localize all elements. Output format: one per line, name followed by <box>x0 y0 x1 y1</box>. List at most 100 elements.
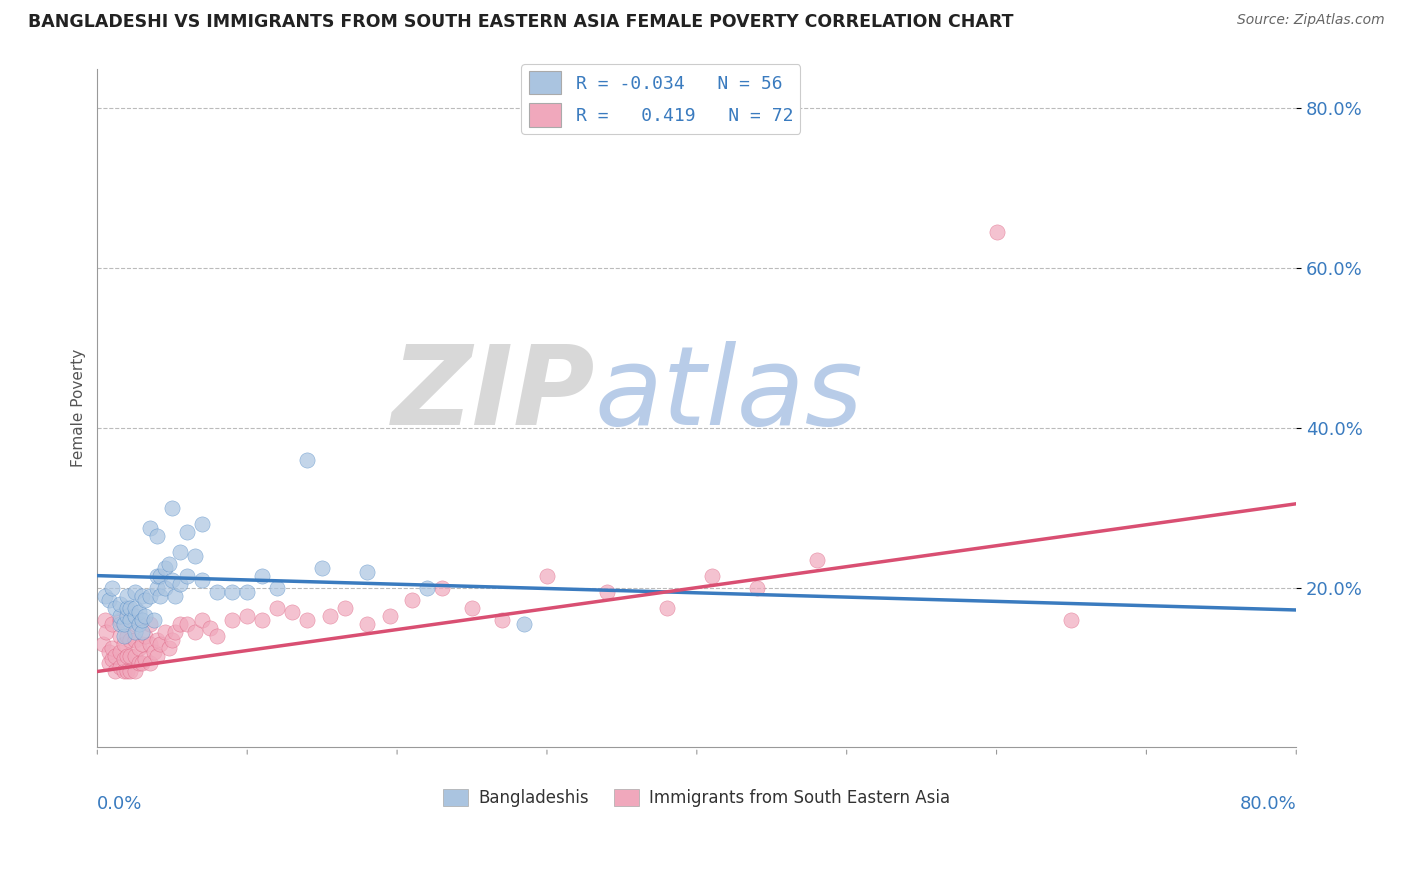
Point <box>157 640 180 655</box>
Legend: Bangladeshis, Immigrants from South Eastern Asia: Bangladeshis, Immigrants from South East… <box>437 782 957 814</box>
Point <box>108 613 131 627</box>
Text: Source: ZipAtlas.com: Source: ZipAtlas.com <box>1237 13 1385 28</box>
Text: ZIP: ZIP <box>391 341 595 448</box>
Point <box>378 608 401 623</box>
Point <box>128 657 150 671</box>
Point <box>461 600 484 615</box>
Point <box>131 589 153 603</box>
Point <box>108 608 131 623</box>
Point <box>176 524 198 539</box>
Point <box>108 644 131 658</box>
Point <box>134 592 156 607</box>
Point <box>311 560 333 574</box>
Point <box>112 628 135 642</box>
Point <box>236 608 259 623</box>
Point <box>236 584 259 599</box>
Point <box>318 608 340 623</box>
Point <box>176 616 198 631</box>
Point <box>356 565 378 579</box>
Point <box>162 573 184 587</box>
Point <box>104 665 127 679</box>
Point <box>153 560 176 574</box>
Point <box>134 628 156 642</box>
Point <box>513 616 536 631</box>
Point <box>120 665 142 679</box>
Point <box>108 597 131 611</box>
Point <box>98 644 121 658</box>
Point <box>120 613 142 627</box>
Point <box>401 592 423 607</box>
Point <box>124 616 146 631</box>
Point <box>191 573 214 587</box>
Text: 0.0%: 0.0% <box>97 795 143 813</box>
Point <box>191 613 214 627</box>
Text: 80.0%: 80.0% <box>1240 795 1296 813</box>
Point <box>536 568 558 582</box>
Point <box>128 605 150 619</box>
Y-axis label: Female Poverty: Female Poverty <box>72 349 86 467</box>
Point <box>176 568 198 582</box>
Point <box>124 600 146 615</box>
Point <box>153 624 176 639</box>
Point <box>1060 613 1083 627</box>
Point <box>295 613 318 627</box>
Point <box>169 576 191 591</box>
Point <box>165 589 187 603</box>
Point <box>700 568 723 582</box>
Point <box>134 652 156 666</box>
Point <box>165 624 187 639</box>
Point <box>134 608 156 623</box>
Point <box>101 652 124 666</box>
Point <box>184 624 207 639</box>
Point <box>266 581 288 595</box>
Point <box>149 568 172 582</box>
Point <box>108 616 131 631</box>
Point <box>101 640 124 655</box>
Point <box>101 616 124 631</box>
Point <box>124 624 146 639</box>
Point <box>655 600 678 615</box>
Point <box>124 584 146 599</box>
Point <box>153 581 176 595</box>
Point <box>98 592 121 607</box>
Point <box>117 600 139 615</box>
Point <box>96 624 118 639</box>
Point <box>143 613 166 627</box>
Point <box>131 657 153 671</box>
Point <box>131 613 153 627</box>
Point <box>112 652 135 666</box>
Text: BANGLADESHI VS IMMIGRANTS FROM SOUTH EASTERN ASIA FEMALE POVERTY CORRELATION CHA: BANGLADESHI VS IMMIGRANTS FROM SOUTH EAS… <box>28 13 1014 31</box>
Point <box>131 624 153 639</box>
Point <box>139 521 162 535</box>
Point <box>112 616 135 631</box>
Point <box>169 544 191 558</box>
Point <box>120 648 142 663</box>
Point <box>117 665 139 679</box>
Point <box>333 600 356 615</box>
Point <box>207 584 229 599</box>
Point <box>104 600 127 615</box>
Point <box>139 616 162 631</box>
Point <box>143 644 166 658</box>
Point <box>146 529 169 543</box>
Point <box>806 552 828 566</box>
Point <box>120 632 142 647</box>
Point <box>117 608 139 623</box>
Point <box>146 581 169 595</box>
Point <box>250 568 273 582</box>
Point <box>146 632 169 647</box>
Point <box>266 600 288 615</box>
Point <box>221 613 243 627</box>
Point <box>146 568 169 582</box>
Point <box>169 616 191 631</box>
Point <box>117 589 139 603</box>
Point <box>128 640 150 655</box>
Point <box>117 628 139 642</box>
Point <box>157 557 180 571</box>
Point <box>108 628 131 642</box>
Point <box>131 636 153 650</box>
Point <box>745 581 768 595</box>
Point <box>94 613 117 627</box>
Point <box>139 636 162 650</box>
Point <box>120 600 142 615</box>
